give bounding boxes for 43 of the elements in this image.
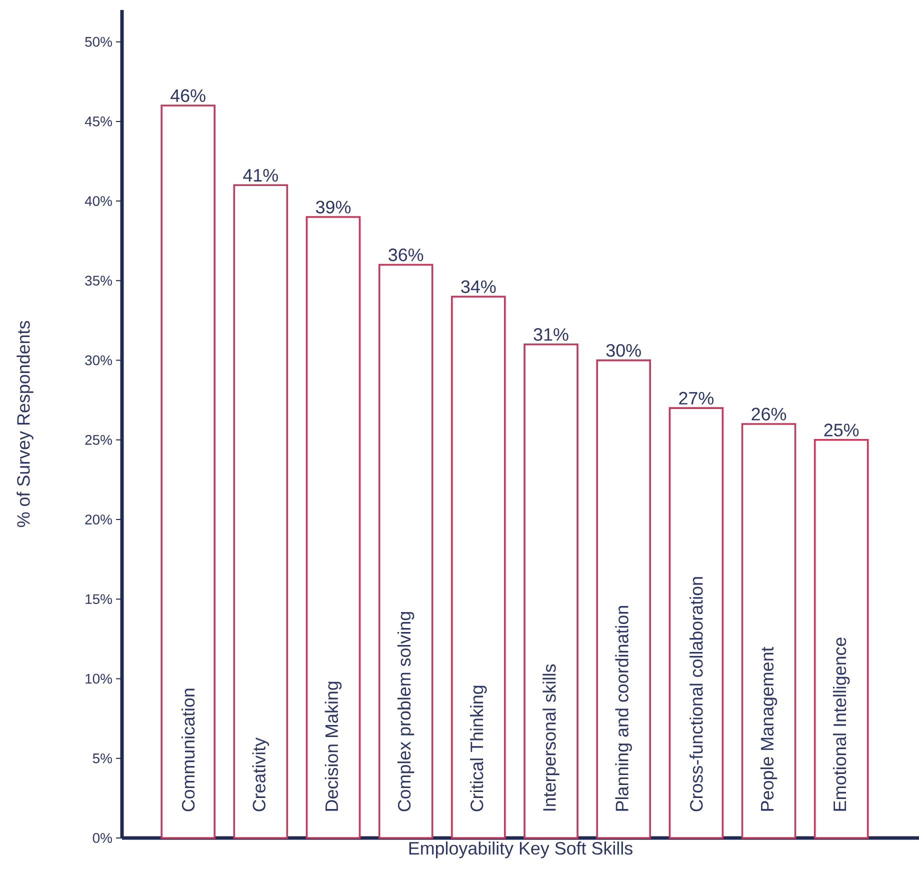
data-label: 30%: [606, 344, 641, 357]
bar: [378, 264, 434, 839]
x-tick-label: Decision Making: [324, 682, 342, 811]
bar: [741, 423, 796, 839]
y-tick-label: 45%: [84, 116, 112, 126]
y-tick-label: 50%: [85, 36, 112, 47]
data-label: 34%: [461, 280, 496, 294]
y-tick-label: 0%: [92, 833, 112, 843]
x-tick-label: Planning and coordination: [615, 606, 632, 811]
data-label: 25%: [824, 424, 859, 436]
y-tick-label: 25%: [85, 434, 112, 445]
bar: [306, 216, 361, 839]
data-label: 39%: [316, 200, 351, 214]
y-tick-label: 20%: [85, 514, 112, 524]
data-label: 27%: [679, 392, 714, 405]
x-tick-label: Creativity: [252, 737, 270, 812]
x-tick-label: Interpersonal skills: [542, 664, 560, 811]
data-label: 31%: [534, 328, 568, 341]
bar: [668, 407, 724, 839]
x-tick-label: Complex problem solving: [397, 612, 414, 812]
data-label: 41%: [243, 169, 278, 182]
data-label: 46%: [170, 89, 206, 102]
y-tick-label: 30%: [85, 355, 112, 366]
y-tick-label: 40%: [84, 196, 112, 206]
x-tick-label: Communication: [181, 688, 195, 812]
bar: [233, 184, 288, 839]
bar: [596, 359, 651, 839]
y-tick-label: 15%: [86, 594, 112, 604]
y-tick-label: 10%: [86, 674, 112, 684]
bar: [451, 296, 506, 839]
bar: [814, 439, 869, 839]
x-tick-label: Emotional Intelligence: [832, 638, 850, 811]
x-axis-title: Employability Key Soft Skills: [409, 842, 632, 858]
data-label: 26%: [752, 408, 786, 420]
bar: [524, 343, 578, 839]
x-tick-label: Cross-functional collaboration: [690, 577, 703, 812]
bar: [160, 104, 216, 839]
x-tick-label: People Management: [760, 646, 778, 811]
y-tick-label: 5%: [92, 753, 112, 764]
x-tick-label: Critical Thinking: [470, 686, 487, 812]
y-axis-title: % of Survey Respondents: [16, 320, 34, 528]
data-label: 36%: [388, 248, 424, 262]
y-tick-label: 35%: [85, 276, 112, 286]
